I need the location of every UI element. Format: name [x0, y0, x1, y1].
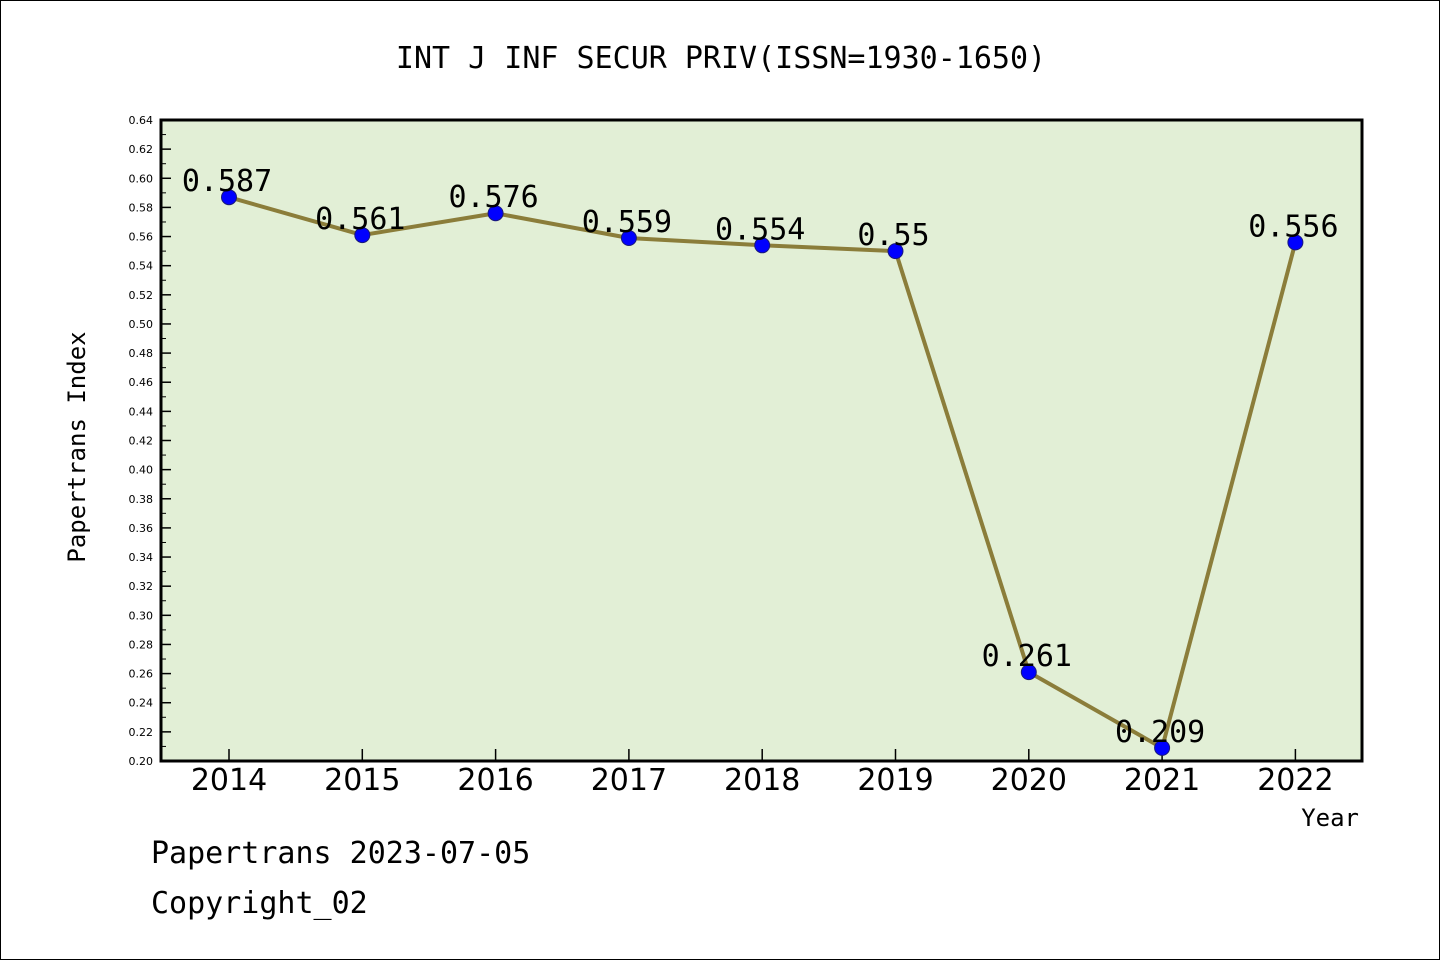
y-tick-label: 0.24 [129, 697, 154, 710]
data-label: 0.55 [857, 218, 929, 253]
y-tick-label: 0.26 [129, 668, 154, 681]
data-point [487, 205, 504, 222]
data-label: 0.559 [582, 205, 672, 240]
y-tick-label: 0.58 [129, 201, 154, 214]
plot-area [159, 118, 1364, 763]
y-tick-label: 0.40 [129, 464, 154, 477]
data-label: 0.209 [1115, 715, 1205, 750]
series-layer: 0.587 0.561 0.576 0.559 0.554 0.55 0.261 0.209 0… [182, 164, 1339, 756]
y-tick-label: 0.52 [129, 289, 154, 302]
y-tick-label: 0.42 [129, 435, 154, 448]
y-tick-label: 0.60 [129, 172, 154, 185]
y-axis: 0.20 0.22 0.24 0.26 0.28 0.30 0.32 0.34 0.36 0.38… [129, 114, 171, 768]
y-tick-label: 0.32 [129, 580, 154, 593]
data-label: 0.261 [982, 639, 1072, 674]
y-tick-label: 0.20 [129, 755, 154, 768]
y-tick-label: 0.48 [129, 347, 154, 360]
data-point [620, 230, 637, 247]
x-tick-label: 2021 [1124, 763, 1200, 798]
x-tick-label: 2019 [857, 763, 933, 798]
y-tick-label: 0.46 [129, 376, 154, 389]
y-tick-label: 0.38 [129, 493, 154, 506]
y-tick-label: 0.30 [129, 609, 154, 622]
data-point [1287, 234, 1304, 251]
x-axis: 2014 2015 2016 2017 2018 2019 2020 2021 2022 [191, 749, 1334, 798]
y-tick-label: 0.64 [129, 114, 154, 127]
y-tick-label: 0.56 [129, 231, 154, 244]
data-point [354, 227, 371, 244]
x-tick-label: 2016 [457, 763, 533, 798]
data-point [887, 243, 904, 260]
x-tick-label: 2020 [991, 763, 1067, 798]
data-label: 0.576 [448, 180, 538, 215]
y-tick-label: 0.34 [129, 551, 154, 564]
data-label: 0.561 [315, 202, 405, 237]
y-tick-label: 0.36 [129, 522, 154, 535]
y-tick-label: 0.28 [129, 638, 154, 651]
data-point [754, 237, 771, 254]
y-tick-label: 0.44 [129, 405, 154, 418]
chart-title: INT J INF SECUR PRIV(ISSN=1930-1650) [396, 41, 1046, 76]
data-label: 0.587 [182, 164, 272, 199]
data-label: 0.554 [715, 212, 805, 247]
x-tick-label: 2017 [591, 763, 667, 798]
y-tick-label: 0.62 [129, 143, 154, 156]
data-point [1154, 739, 1171, 756]
x-tick-label: 2014 [191, 763, 267, 798]
footer-date: Papertrans 2023-07-05 [151, 836, 531, 871]
x-axis-label: Year [1301, 804, 1359, 832]
data-label: 0.556 [1248, 209, 1338, 244]
data-point [1020, 664, 1037, 681]
y-tick-label: 0.50 [129, 318, 154, 331]
x-tick-label: 2018 [724, 763, 800, 798]
y-axis-label: Papertrans Index [63, 331, 91, 562]
x-tick-label: 2022 [1257, 763, 1333, 798]
footer-copyright: Copyright_02 [151, 886, 368, 921]
y-tick-label: 0.22 [129, 726, 154, 739]
x-tick-label: 2015 [324, 763, 400, 798]
y-tick-label: 0.54 [129, 260, 154, 273]
data-point [221, 189, 237, 206]
